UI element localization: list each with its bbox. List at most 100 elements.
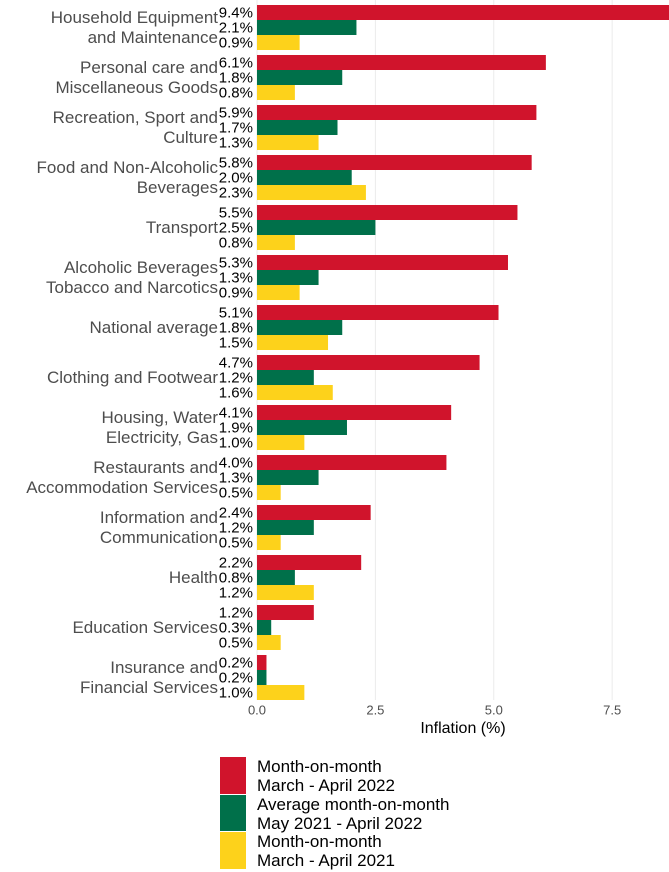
bar — [257, 185, 366, 200]
bar — [257, 670, 267, 685]
value-label: 0.9% — [219, 284, 253, 301]
bar — [257, 505, 371, 520]
value-label: 0.5% — [219, 484, 253, 501]
category-label: Housing, Water Electricity, Gas — [101, 407, 218, 447]
value-label: 1.2% — [219, 584, 253, 601]
value-label: 0.3% — [219, 619, 253, 636]
value-label: 4.1% — [219, 404, 253, 421]
value-label: 1.3% — [219, 469, 253, 486]
category-label: Health — [168, 567, 218, 587]
bar — [257, 70, 343, 85]
value-label: 0.2% — [219, 669, 253, 686]
value-label: 1.2% — [219, 519, 253, 536]
value-label: 2.5% — [219, 219, 253, 236]
value-label: 5.1% — [219, 304, 253, 321]
value-label: 2.4% — [219, 504, 253, 521]
bar — [257, 220, 376, 235]
bar — [257, 270, 319, 285]
x-tick-label: 7.5 — [603, 702, 621, 717]
value-label: 1.0% — [219, 684, 253, 701]
value-label: 6.1% — [219, 54, 253, 71]
bar — [257, 20, 357, 35]
value-label: 1.5% — [219, 334, 253, 351]
value-label: 5.9% — [219, 104, 253, 121]
bar — [257, 535, 281, 550]
bar — [257, 370, 314, 385]
bar — [257, 605, 314, 620]
bar — [257, 55, 546, 70]
bar — [257, 155, 532, 170]
bar — [257, 520, 314, 535]
value-label: 0.5% — [219, 634, 253, 651]
bar — [257, 170, 352, 185]
category-label: Insurance and Financial Services — [80, 657, 218, 697]
bar — [257, 235, 295, 250]
bar — [257, 85, 295, 100]
value-label: 1.8% — [219, 319, 253, 336]
value-label: 1.9% — [219, 419, 253, 436]
legend-key — [220, 794, 246, 832]
value-label: 1.8% — [219, 69, 253, 86]
bar — [257, 285, 300, 300]
category-label: Education Services — [72, 617, 218, 637]
value-label: 5.5% — [219, 204, 253, 221]
bar — [257, 320, 343, 335]
category-label: National average — [89, 317, 218, 337]
bar — [257, 555, 362, 570]
category-label: Recreation, Sport and Culture — [52, 107, 218, 147]
bar — [257, 205, 518, 220]
legend-key — [220, 832, 246, 870]
bar — [257, 5, 669, 20]
bar — [257, 305, 499, 320]
bar — [257, 585, 314, 600]
value-label: 1.2% — [219, 369, 253, 386]
value-label: 1.6% — [219, 384, 253, 401]
bar — [257, 105, 537, 120]
bar — [257, 435, 305, 450]
value-label: 1.3% — [219, 134, 253, 151]
bar — [257, 470, 319, 485]
bar — [257, 385, 333, 400]
bar — [257, 620, 272, 635]
bar — [257, 655, 267, 670]
value-label: 2.3% — [219, 184, 253, 201]
category-label: Personal care and Miscellaneous Goods — [55, 57, 218, 97]
value-label: 0.9% — [219, 34, 253, 51]
category-label: Clothing and Footwear — [46, 367, 218, 387]
value-label: 1.3% — [219, 269, 253, 286]
legend-label: Month-on-month March - April 2022 — [257, 756, 395, 795]
value-label: 2.1% — [219, 19, 253, 36]
bar — [257, 420, 347, 435]
value-label: 2.2% — [219, 554, 253, 571]
bar — [257, 405, 452, 420]
category-label: Alcoholic Beverages Tobacco and Narcotic… — [46, 257, 218, 297]
legend-label: Average month-on-month May 2021 - April … — [257, 794, 450, 833]
bar — [257, 685, 305, 700]
legend-label: Month-on-month March - April 2021 — [257, 832, 395, 871]
x-tick-label: 0.0 — [248, 702, 266, 717]
legend-key — [220, 757, 246, 794]
bar — [257, 485, 281, 500]
x-tick-label: 5.0 — [485, 702, 503, 717]
category-label: Information and Communication — [99, 507, 218, 547]
value-label: 2.0% — [219, 169, 253, 186]
category-label: Restaurants and Accommodation Services — [26, 457, 218, 497]
value-label: 0.8% — [219, 569, 253, 586]
bar — [257, 255, 508, 270]
bar — [257, 335, 329, 350]
value-label: 5.3% — [219, 254, 253, 271]
value-label: 1.2% — [219, 604, 253, 621]
value-label: 1.0% — [219, 434, 253, 451]
bar — [257, 35, 300, 50]
value-label: 0.8% — [219, 234, 253, 251]
bar — [257, 570, 295, 585]
value-label: 4.0% — [219, 454, 253, 471]
x-tick-label: 2.5 — [366, 702, 384, 717]
category-label: Household Equipment and Maintenance — [50, 7, 218, 47]
value-label: 9.4% — [219, 4, 253, 21]
value-label: 0.5% — [219, 534, 253, 551]
category-label: Transport — [145, 217, 218, 237]
value-label: 5.8% — [219, 154, 253, 171]
